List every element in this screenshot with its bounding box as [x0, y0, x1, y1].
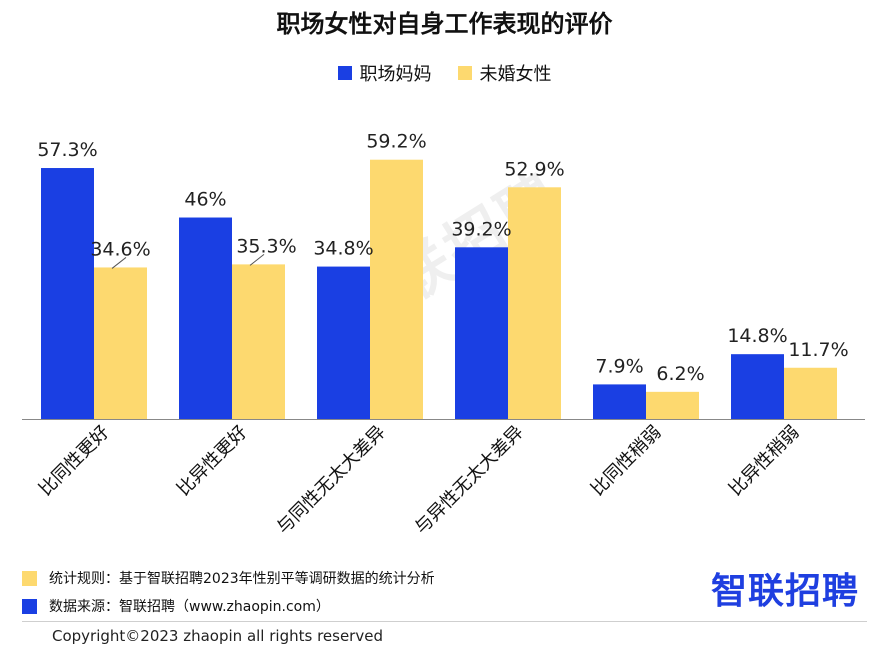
- data-label-mothers-0: 57.3%: [37, 139, 97, 161]
- bar-mothers-2: [317, 266, 370, 419]
- data-label-unmarried-3: 52.9%: [504, 158, 564, 180]
- note-source: 数据来源：智联招聘（www.zhaopin.com）: [22, 592, 435, 620]
- data-label-unmarried-5: 11.7%: [788, 339, 848, 361]
- bar-unmarried-3: [508, 187, 561, 419]
- leader-line-1: [249, 253, 265, 266]
- legend: 职场妈妈 未婚女性: [0, 60, 889, 86]
- bar-mothers-5: [731, 354, 784, 419]
- legend-item-mothers: 职场妈妈: [337, 60, 432, 86]
- bar-mothers-1: [179, 217, 232, 419]
- data-label-mothers-5: 14.8%: [727, 325, 787, 347]
- chart-title: 职场女性对自身工作表现的评价: [276, 10, 613, 38]
- note-source-swatch: [22, 598, 37, 614]
- category-label-2: 与同性无太大差异: [273, 422, 390, 539]
- footer-divider: [22, 621, 867, 622]
- category-label-5: 比异性稍弱: [725, 422, 803, 500]
- data-label-mothers-2: 34.8%: [313, 238, 373, 260]
- note-rule-swatch: [22, 570, 37, 586]
- bar-unmarried-0: [94, 267, 147, 419]
- legend-swatch-mothers: [337, 66, 352, 80]
- leader-line-0: [111, 257, 127, 269]
- category-label-4: 比同性稍弱: [587, 422, 665, 500]
- note-source-text: 数据来源：智联招聘（www.zhaopin.com）: [49, 599, 330, 615]
- data-label-unmarried-2: 59.2%: [366, 131, 426, 153]
- category-label-3: 与异性无太大差异: [411, 422, 528, 539]
- note-rule-text: 统计规则：基于智联招聘2023年性别平等调研数据的统计分析: [49, 571, 435, 587]
- bar-mothers-3: [455, 247, 508, 419]
- bar-mothers-4: [593, 384, 646, 419]
- category-label-1: 比异性更好: [173, 422, 251, 500]
- brand-logo: 智联招聘: [710, 571, 859, 612]
- bar-unmarried-4: [646, 391, 699, 419]
- footnotes: 统计规则：基于智联招聘2023年性别平等调研数据的统计分析 数据来源：智联招聘（…: [22, 564, 435, 620]
- bar-unmarried-5: [784, 367, 837, 419]
- data-label-mothers-4: 7.9%: [595, 355, 643, 377]
- data-label-unmarried-4: 6.2%: [656, 363, 704, 385]
- legend-item-unmarried: 未婚女性: [457, 60, 552, 86]
- note-rule: 统计规则：基于智联招聘2023年性别平等调研数据的统计分析: [22, 564, 435, 592]
- legend-label-mothers: 职场妈妈: [359, 64, 432, 85]
- data-label-mothers-1: 46%: [184, 189, 226, 211]
- bar-chart: 57.3% 34.6% 比同性更好 46% 35.3% 比异性更好 34.8% 59.2% 与同…: [22, 131, 865, 539]
- data-label-mothers-3: 39.2%: [451, 218, 511, 240]
- legend-label-unmarried: 未婚女性: [479, 64, 552, 85]
- legend-swatch-unmarried: [457, 66, 472, 80]
- copyright-text: Copyright©2023 zhaopin all rights reserv…: [52, 627, 383, 645]
- bar-unmarried-2: [370, 159, 423, 420]
- data-label-unmarried-0: 34.6%: [90, 238, 150, 260]
- bar-unmarried-1: [232, 264, 285, 419]
- category-label-0: 比同性更好: [35, 422, 113, 500]
- data-label-unmarried-1: 35.3%: [236, 235, 296, 257]
- bar-mothers-0: [41, 168, 94, 419]
